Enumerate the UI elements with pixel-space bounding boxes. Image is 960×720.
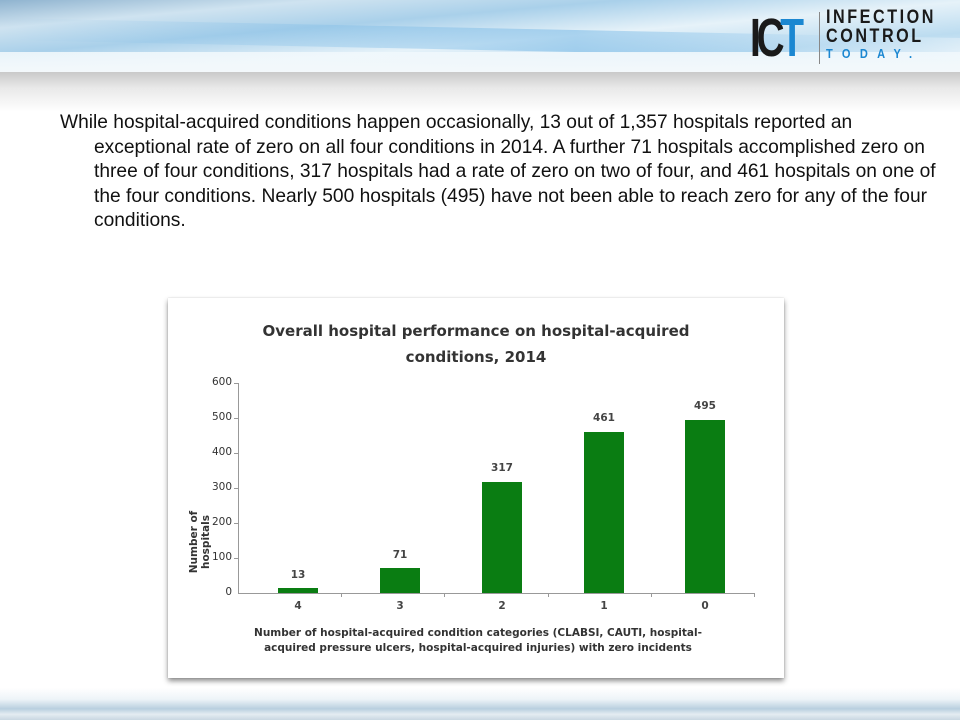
logo-wordmark: INFECTION CONTROL TODAY. <box>826 8 955 62</box>
chart-title-line-1: Overall hospital performance on hospital… <box>262 322 690 340</box>
x-tick-mark <box>754 593 755 597</box>
x-axis-label-line-1: Number of hospital-acquired condition ca… <box>254 627 702 639</box>
y-tick-mark <box>234 488 239 489</box>
bar-2-categories <box>482 482 522 593</box>
x-tick-label: 3 <box>396 600 404 612</box>
logo-line-control: CONTROL <box>826 26 924 47</box>
logo-line-infection: INFECTION <box>826 7 936 28</box>
y-tick-mark <box>234 453 239 454</box>
logo-mark-ic: IC <box>750 8 785 68</box>
y-tick-mark <box>234 523 239 524</box>
chart-card: Overall hospital performance on hospital… <box>168 298 784 678</box>
y-tick-mark <box>234 383 239 384</box>
y-tick-mark <box>234 418 239 419</box>
ict-logo-mark: ICT <box>750 8 804 68</box>
x-tick-mark <box>341 593 342 597</box>
bar-1-category <box>584 432 624 593</box>
y-tick-label: 200 <box>211 516 232 528</box>
chart-title-line-2: conditions, 2014 <box>405 348 547 366</box>
logo-line-today: TODAY. <box>826 46 922 61</box>
y-tick-label: 100 <box>211 551 232 563</box>
y-tick-label: 300 <box>211 481 232 493</box>
x-tick-label: 0 <box>701 600 709 612</box>
y-tick-mark <box>234 558 239 559</box>
header-banner <box>0 0 960 72</box>
x-tick-mark <box>444 593 445 597</box>
y-tick-label: 500 <box>211 411 232 423</box>
x-tick-label: 4 <box>294 600 302 612</box>
x-tick-label: 1 <box>600 600 608 612</box>
chart-title: Overall hospital performance on hospital… <box>168 318 784 370</box>
logo-divider <box>819 12 820 64</box>
bar-3-categories <box>380 568 420 593</box>
header-shadow <box>0 72 960 112</box>
body-paragraph: While hospital-acquired conditions happe… <box>60 112 936 232</box>
logo-mark-t: T <box>780 8 804 68</box>
bar-value-label: 71 <box>392 549 408 561</box>
infection-control-today-logo: ICT INFECTION CONTROL TODAY. <box>750 8 950 68</box>
x-axis-line <box>238 593 755 594</box>
bar-value-label: 13 <box>290 569 306 581</box>
footer-band <box>0 688 960 720</box>
x-axis-label: Number of hospital-acquired condition ca… <box>228 626 728 656</box>
y-tick-label: 400 <box>211 446 232 458</box>
bar-0-categories <box>685 420 725 593</box>
x-tick-mark <box>651 593 652 597</box>
y-tick-label: 0 <box>225 586 232 598</box>
x-tick-mark <box>548 593 549 597</box>
bar-value-label: 461 <box>593 412 615 424</box>
x-axis-label-line-2: acquired pressure ulcers, hospital-acqui… <box>264 642 692 654</box>
bar-4-categories <box>278 588 318 593</box>
y-axis-label: Number of hospitals <box>188 510 212 574</box>
x-tick-label: 2 <box>498 600 506 612</box>
bar-chart-plot: Number of hospitals 0 100 200 300 400 50… <box>168 298 784 678</box>
bar-value-label: 317 <box>491 462 513 474</box>
bar-value-label: 495 <box>694 400 716 412</box>
y-tick-label: 600 <box>211 376 232 388</box>
